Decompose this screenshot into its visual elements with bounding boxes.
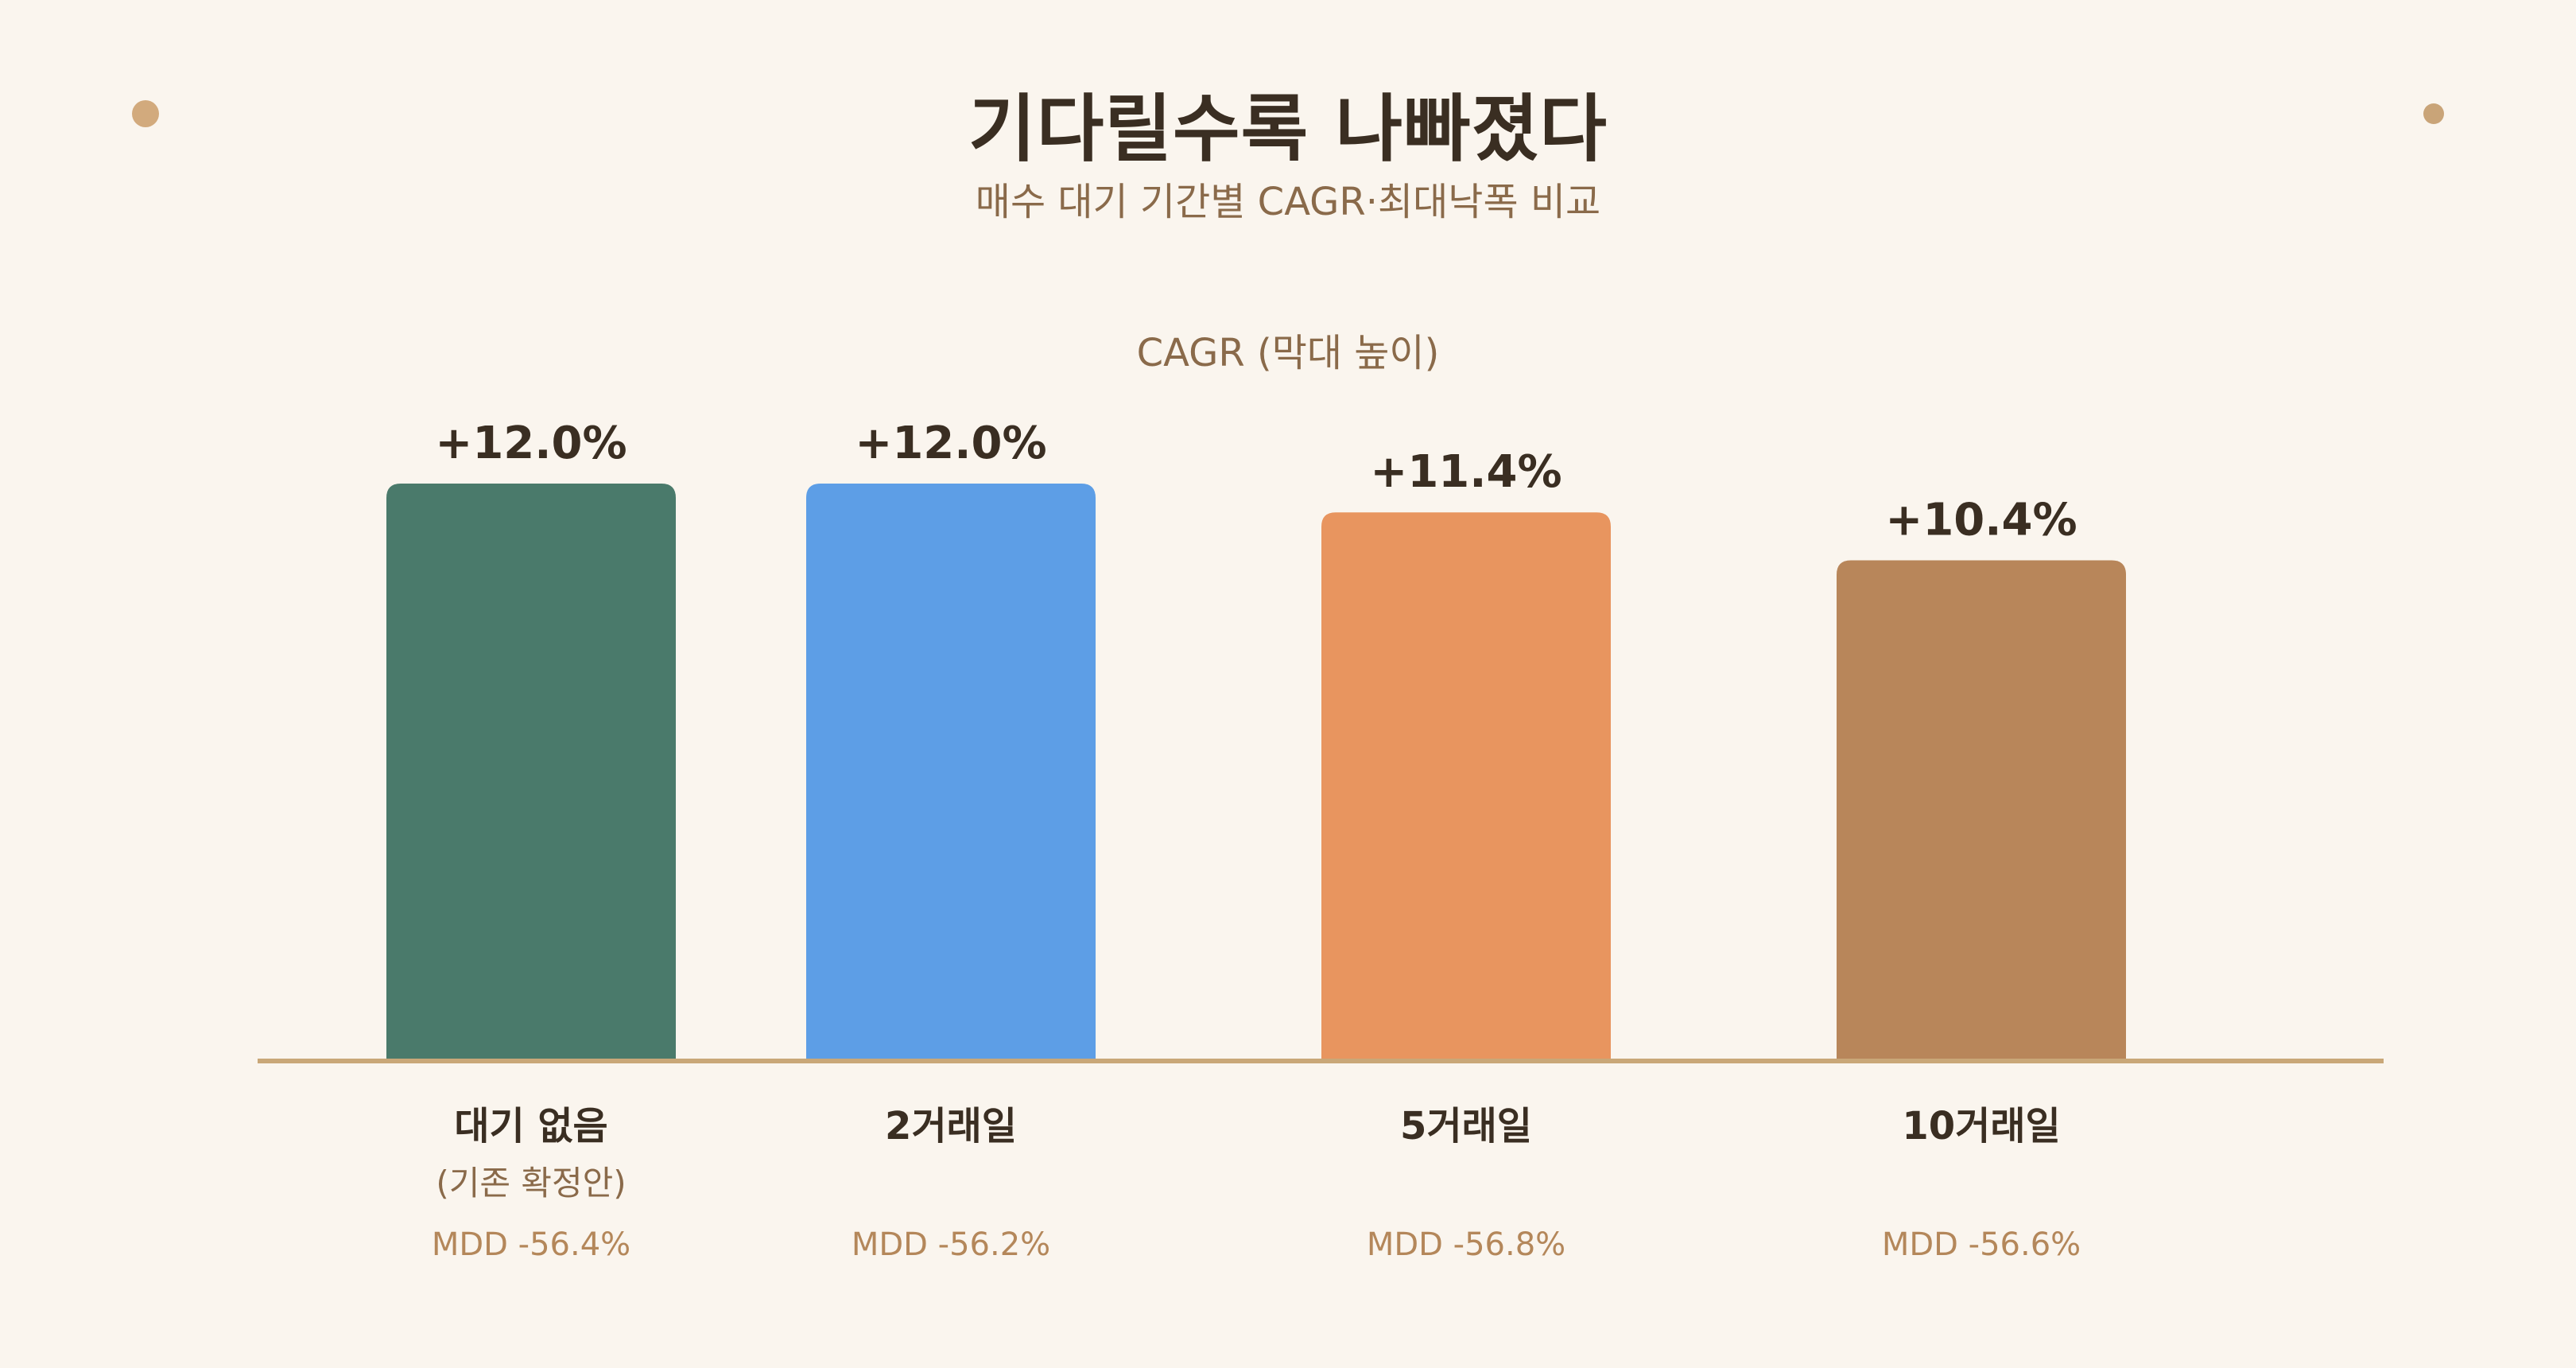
bar <box>806 484 1096 1059</box>
x-tick-label: 10거래일 <box>1902 1104 2060 1148</box>
mdd-label: MDD -56.4% <box>432 1226 630 1263</box>
x-tick-label: 대기 없음 <box>454 1104 607 1148</box>
bar <box>386 484 676 1059</box>
chart-subtitle: 매수 대기 기간별 CAGR·최대낙폭 비교 <box>975 180 1601 224</box>
mdd-label: MDD -56.6% <box>1882 1226 2081 1263</box>
mdd-label: MDD -56.2% <box>852 1226 1050 1263</box>
x-tick-sublabel: (기존 확정안) <box>436 1164 626 1203</box>
x-tick-label: 5거래일 <box>1400 1104 1532 1148</box>
x-tick-label: 2거래일 <box>885 1104 1017 1148</box>
mdd-label: MDD -56.8% <box>1367 1226 1565 1263</box>
y-axis-label: CAGR (막대 높이) <box>1136 331 1440 375</box>
chart-title: 기다릴수록 나빠졌다 <box>968 87 1608 172</box>
decorative-dot-left <box>132 100 159 127</box>
data-label: +12.0% <box>435 418 627 469</box>
decorative-dot-right <box>2423 103 2444 124</box>
data-label: +11.4% <box>1370 446 1562 498</box>
data-label: +12.0% <box>855 418 1046 469</box>
bar <box>1321 512 1611 1059</box>
bar <box>1837 560 2126 1059</box>
data-label: +10.4% <box>1885 495 2077 546</box>
